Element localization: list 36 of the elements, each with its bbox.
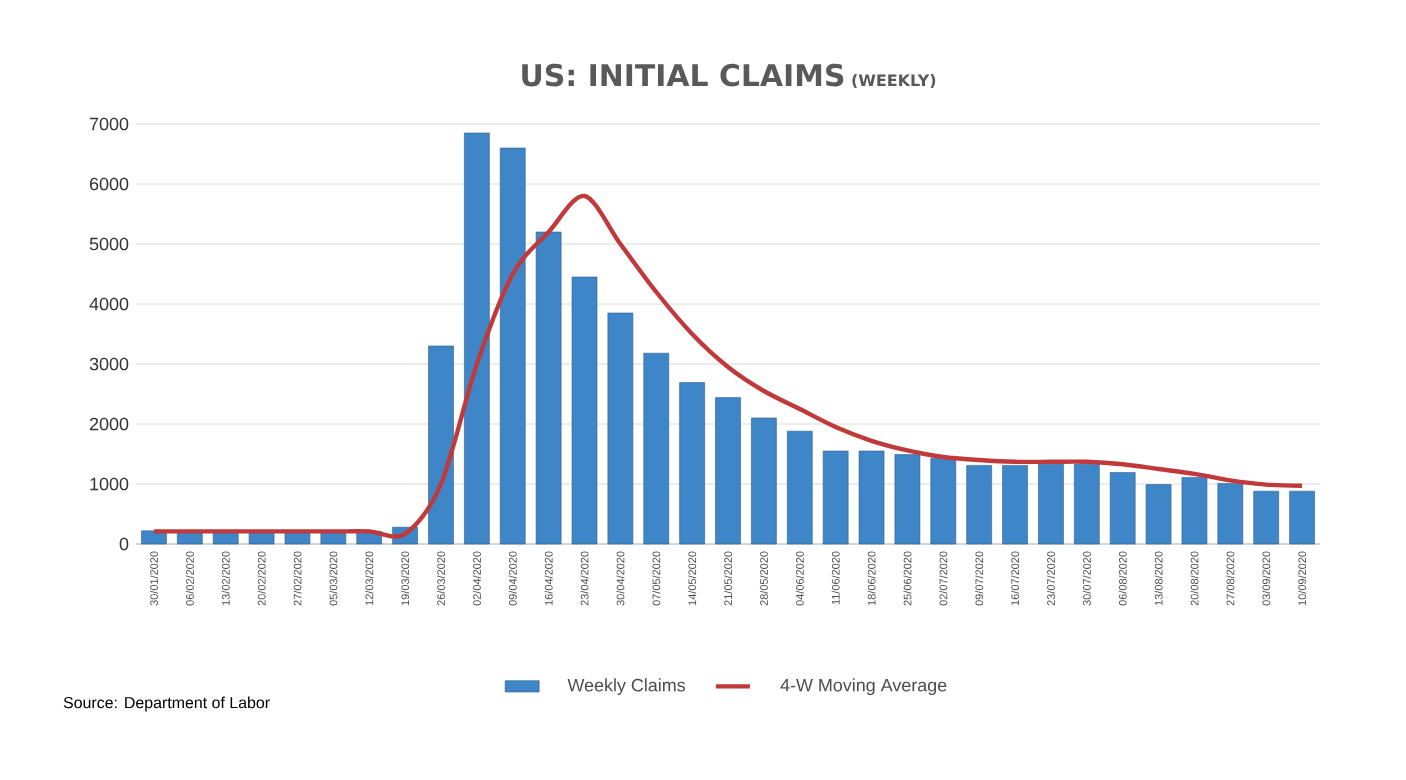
bar <box>1038 463 1064 545</box>
bar <box>1002 465 1028 545</box>
y-tick-label: 3000 <box>89 357 129 371</box>
bar <box>1181 477 1208 545</box>
bar <box>930 457 957 545</box>
bar <box>607 312 634 545</box>
bar <box>822 450 849 545</box>
chart-title: US: INITIAL CLAIMS <box>522 63 844 87</box>
y-tick-label: 5000 <box>89 237 129 251</box>
bar <box>966 465 992 545</box>
y-tick-label: 6000 <box>89 177 129 191</box>
y-tick-label: 0 <box>119 537 129 551</box>
bar <box>499 147 526 545</box>
bar <box>1217 483 1244 545</box>
bar <box>786 430 813 545</box>
legend-label: 4-W Moving Average <box>780 678 947 696</box>
bar <box>1145 484 1172 545</box>
bar <box>1109 472 1136 545</box>
legend-label: Weekly Claims <box>567 678 686 696</box>
bar <box>858 450 885 545</box>
bar <box>715 397 741 545</box>
bar <box>1253 490 1280 545</box>
y-tick-label: 7000 <box>89 117 129 131</box>
bar <box>751 417 777 545</box>
y-tick-label: 4000 <box>89 297 129 311</box>
bar <box>643 352 670 545</box>
bar <box>679 382 705 545</box>
bar <box>535 231 562 545</box>
y-tick-label: 1000 <box>90 477 129 491</box>
y-tick-label: 2000 <box>89 417 129 431</box>
bar <box>464 132 490 545</box>
bar <box>1074 463 1100 545</box>
bar <box>571 276 598 545</box>
bar <box>894 454 921 545</box>
bar <box>1289 490 1315 545</box>
bar <box>428 345 454 545</box>
